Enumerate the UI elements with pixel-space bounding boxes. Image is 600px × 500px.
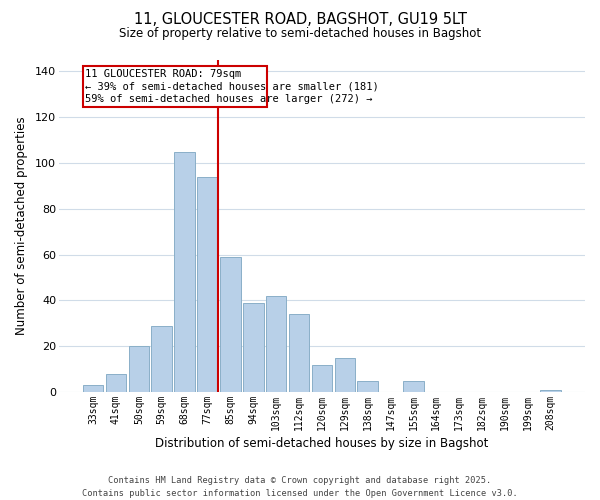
Bar: [403, 380, 424, 392]
Text: 59% of semi-detached houses are larger (272) →: 59% of semi-detached houses are larger (…: [85, 94, 373, 104]
Bar: [151, 326, 172, 392]
Bar: [83, 385, 103, 392]
Bar: [243, 302, 263, 392]
Bar: [106, 374, 126, 392]
Text: 11, GLOUCESTER ROAD, BAGSHOT, GU19 5LT: 11, GLOUCESTER ROAD, BAGSHOT, GU19 5LT: [133, 12, 467, 28]
Text: Size of property relative to semi-detached houses in Bagshot: Size of property relative to semi-detach…: [119, 28, 481, 40]
Bar: [197, 177, 218, 392]
Bar: [128, 346, 149, 392]
Bar: [175, 152, 195, 392]
Bar: [266, 296, 286, 392]
FancyBboxPatch shape: [83, 66, 267, 107]
Y-axis label: Number of semi-detached properties: Number of semi-detached properties: [15, 116, 28, 336]
Bar: [335, 358, 355, 392]
Bar: [289, 314, 310, 392]
X-axis label: Distribution of semi-detached houses by size in Bagshot: Distribution of semi-detached houses by …: [155, 437, 488, 450]
Bar: [541, 390, 561, 392]
Bar: [220, 257, 241, 392]
Bar: [311, 364, 332, 392]
Text: ← 39% of semi-detached houses are smaller (181): ← 39% of semi-detached houses are smalle…: [85, 82, 379, 92]
Bar: [358, 380, 378, 392]
Text: Contains HM Land Registry data © Crown copyright and database right 2025.
Contai: Contains HM Land Registry data © Crown c…: [82, 476, 518, 498]
Text: 11 GLOUCESTER ROAD: 79sqm: 11 GLOUCESTER ROAD: 79sqm: [85, 69, 241, 79]
